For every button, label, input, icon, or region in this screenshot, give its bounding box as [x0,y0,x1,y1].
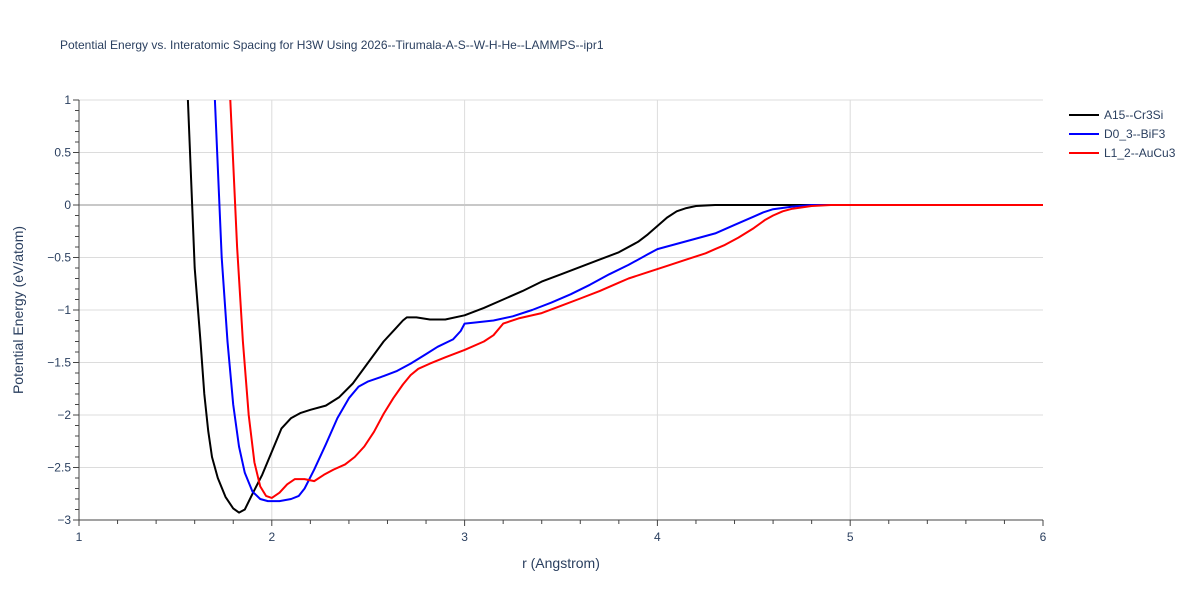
x-tick-label: 5 [847,530,854,544]
grid-layer [79,99,1043,520]
y-tick-label: −3 [57,513,71,527]
y-tick-label: −0.5 [47,251,71,265]
series-line-2 [229,100,1043,499]
series-layer [186,100,1043,514]
y-tick-label: −2.5 [47,461,71,475]
y-tick-label: −1.5 [47,356,71,370]
x-tick-label: 4 [654,530,661,544]
chart-title: Potential Energy vs. Interatomic Spacing… [60,38,604,52]
y-tick-label: 0 [64,198,71,212]
legend-label: A15--Cr3Si [1104,108,1163,122]
y-tick-label: −1 [57,303,71,317]
legend-item-1[interactable]: D0_3--BiF3 [1069,127,1166,141]
legend-item-2[interactable]: L1_2--AuCu3 [1069,146,1176,160]
legend-item-0[interactable]: A15--Cr3Si [1069,108,1163,122]
y-axis-title: Potential Energy (eV/atom) [10,226,26,394]
y-tick-label: 1 [64,93,71,107]
legend-label: D0_3--BiF3 [1104,127,1166,141]
x-tick-label: 6 [1040,530,1047,544]
y-tick-label: −2 [57,408,71,422]
axis-layer: 1 2 3 4 5 6 1 0.5 0 −0.5 −1 −1.5 −2 −2.5 −3 [47,93,1046,544]
x-tick-label: 2 [268,530,275,544]
series-line-1 [213,100,1043,503]
x-tick-label: 1 [76,530,83,544]
legend[interactable]: A15--Cr3Si D0_3--BiF3 L1_2--AuCu3 [1069,108,1176,160]
series-line-0 [186,100,1043,514]
legend-label: L1_2--AuCu3 [1104,146,1176,160]
x-tick-label: 3 [461,530,468,544]
x-axis-title: r (Angstrom) [522,555,600,571]
y-tick-label: 0.5 [54,146,71,160]
